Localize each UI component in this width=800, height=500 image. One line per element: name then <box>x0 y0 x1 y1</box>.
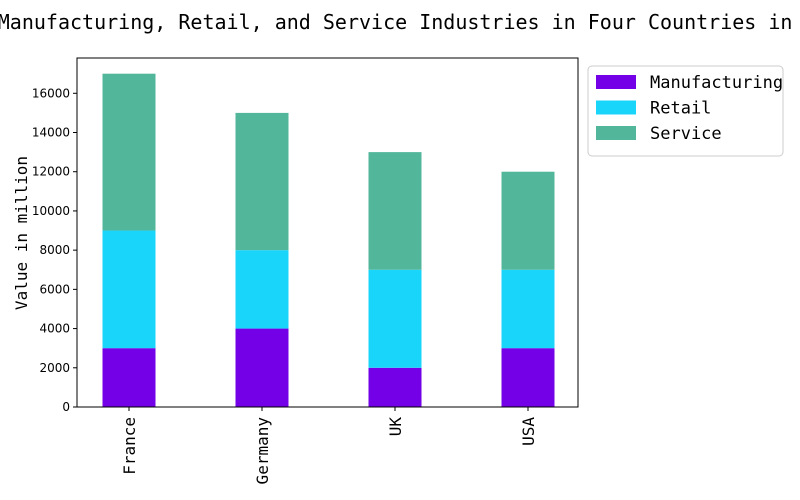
y-tick-label: 4000 <box>39 322 70 336</box>
legend-label-manufacturing: Manufacturing <box>650 73 783 93</box>
y-axis-label: Value in million <box>12 156 31 310</box>
y-tick-label: 12000 <box>32 165 70 179</box>
plot-frame <box>76 57 579 408</box>
bar-retail-usa <box>501 269 555 349</box>
y-tick-label: 2000 <box>39 361 70 375</box>
bar-manufacturing-germany <box>235 328 289 407</box>
bar-service-usa <box>501 171 555 270</box>
bar-manufacturing-france <box>102 348 156 407</box>
bar-retail-germany <box>235 250 289 329</box>
y-tick-label: 16000 <box>32 86 70 100</box>
plot-area: 0 2000 4000 6000 8000 10000 12000 14000 16000 Fra… <box>32 73 555 485</box>
bar-manufacturing-uk <box>368 367 422 407</box>
legend-swatch-service <box>596 126 636 140</box>
y-tick-label: 6000 <box>39 282 70 296</box>
legend-label-retail: Retail <box>650 99 711 119</box>
y-tick-label: 10000 <box>32 204 70 218</box>
x-tick-label-germany: Germany <box>253 417 272 485</box>
legend-label-service: Service <box>650 124 722 144</box>
chart-title: Output of Manufacturing, Retail, and Ser… <box>0 10 800 34</box>
legend-box <box>587 65 784 157</box>
bar-retail-uk <box>368 269 422 368</box>
legend: Manufacturing Retail Service <box>587 65 784 157</box>
bar-manufacturing-usa <box>501 348 555 407</box>
legend-swatch-retail <box>596 100 636 115</box>
bar-service-uk <box>368 152 422 270</box>
legend-swatch-manufacturing <box>596 75 636 89</box>
y-tick-label: 8000 <box>39 243 70 257</box>
bar-service-germany <box>235 112 289 251</box>
bar-retail-france <box>102 230 156 349</box>
y-tick-label: 0 <box>62 400 70 414</box>
x-tick-label-france: France <box>120 417 139 475</box>
bar-service-france <box>102 73 156 231</box>
y-tick-label: 14000 <box>32 126 70 140</box>
x-tick-label-usa: USA <box>519 417 538 446</box>
x-tick-label-uk: UK <box>386 417 405 437</box>
